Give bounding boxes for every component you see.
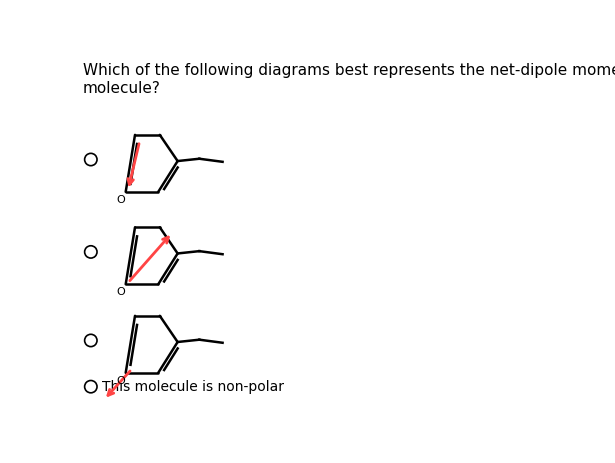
Text: Which of the following diagrams best represents the net-dipole moment of the
mol: Which of the following diagrams best rep… (83, 63, 615, 96)
Text: O: O (117, 376, 125, 386)
Text: This molecule is non-polar: This molecule is non-polar (101, 380, 284, 394)
Text: O: O (117, 288, 125, 297)
Text: O: O (117, 195, 125, 205)
